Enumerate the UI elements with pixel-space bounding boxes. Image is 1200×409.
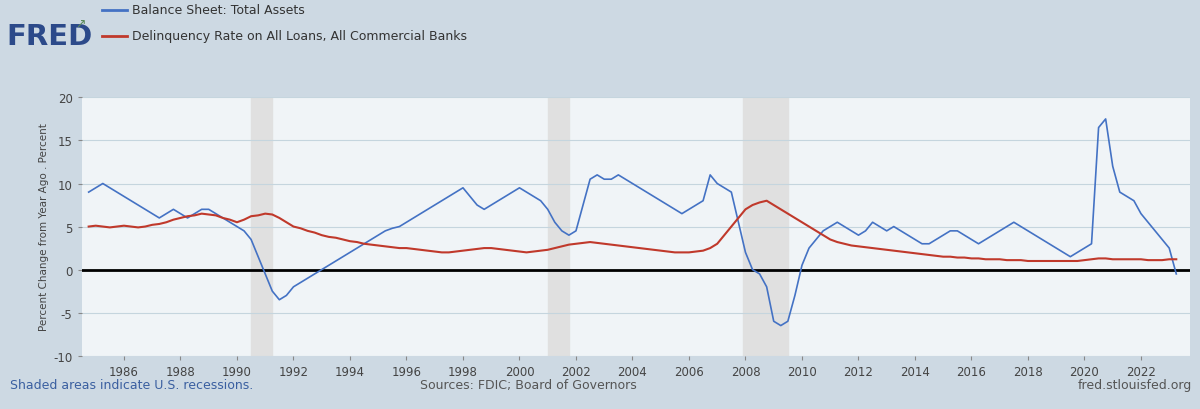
Text: Shaded areas indicate U.S. recessions.: Shaded areas indicate U.S. recessions. bbox=[10, 378, 253, 391]
Text: fred.stlouisfed.org: fred.stlouisfed.org bbox=[1078, 378, 1192, 391]
Text: FRED: FRED bbox=[6, 22, 92, 50]
Text: Balance Sheet: Total Assets: Balance Sheet: Total Assets bbox=[132, 4, 305, 17]
Bar bbox=[547, 98, 569, 356]
Y-axis label: Percent Change from Year Ago . Percent: Percent Change from Year Ago . Percent bbox=[40, 123, 49, 331]
Bar bbox=[251, 98, 272, 356]
Text: Delinquency Rate on All Loans, All Commercial Banks: Delinquency Rate on All Loans, All Comme… bbox=[132, 30, 467, 43]
Text: ↗: ↗ bbox=[76, 17, 86, 30]
Text: Sources: FDIC; Board of Governors: Sources: FDIC; Board of Governors bbox=[420, 378, 636, 391]
Bar bbox=[743, 98, 788, 356]
